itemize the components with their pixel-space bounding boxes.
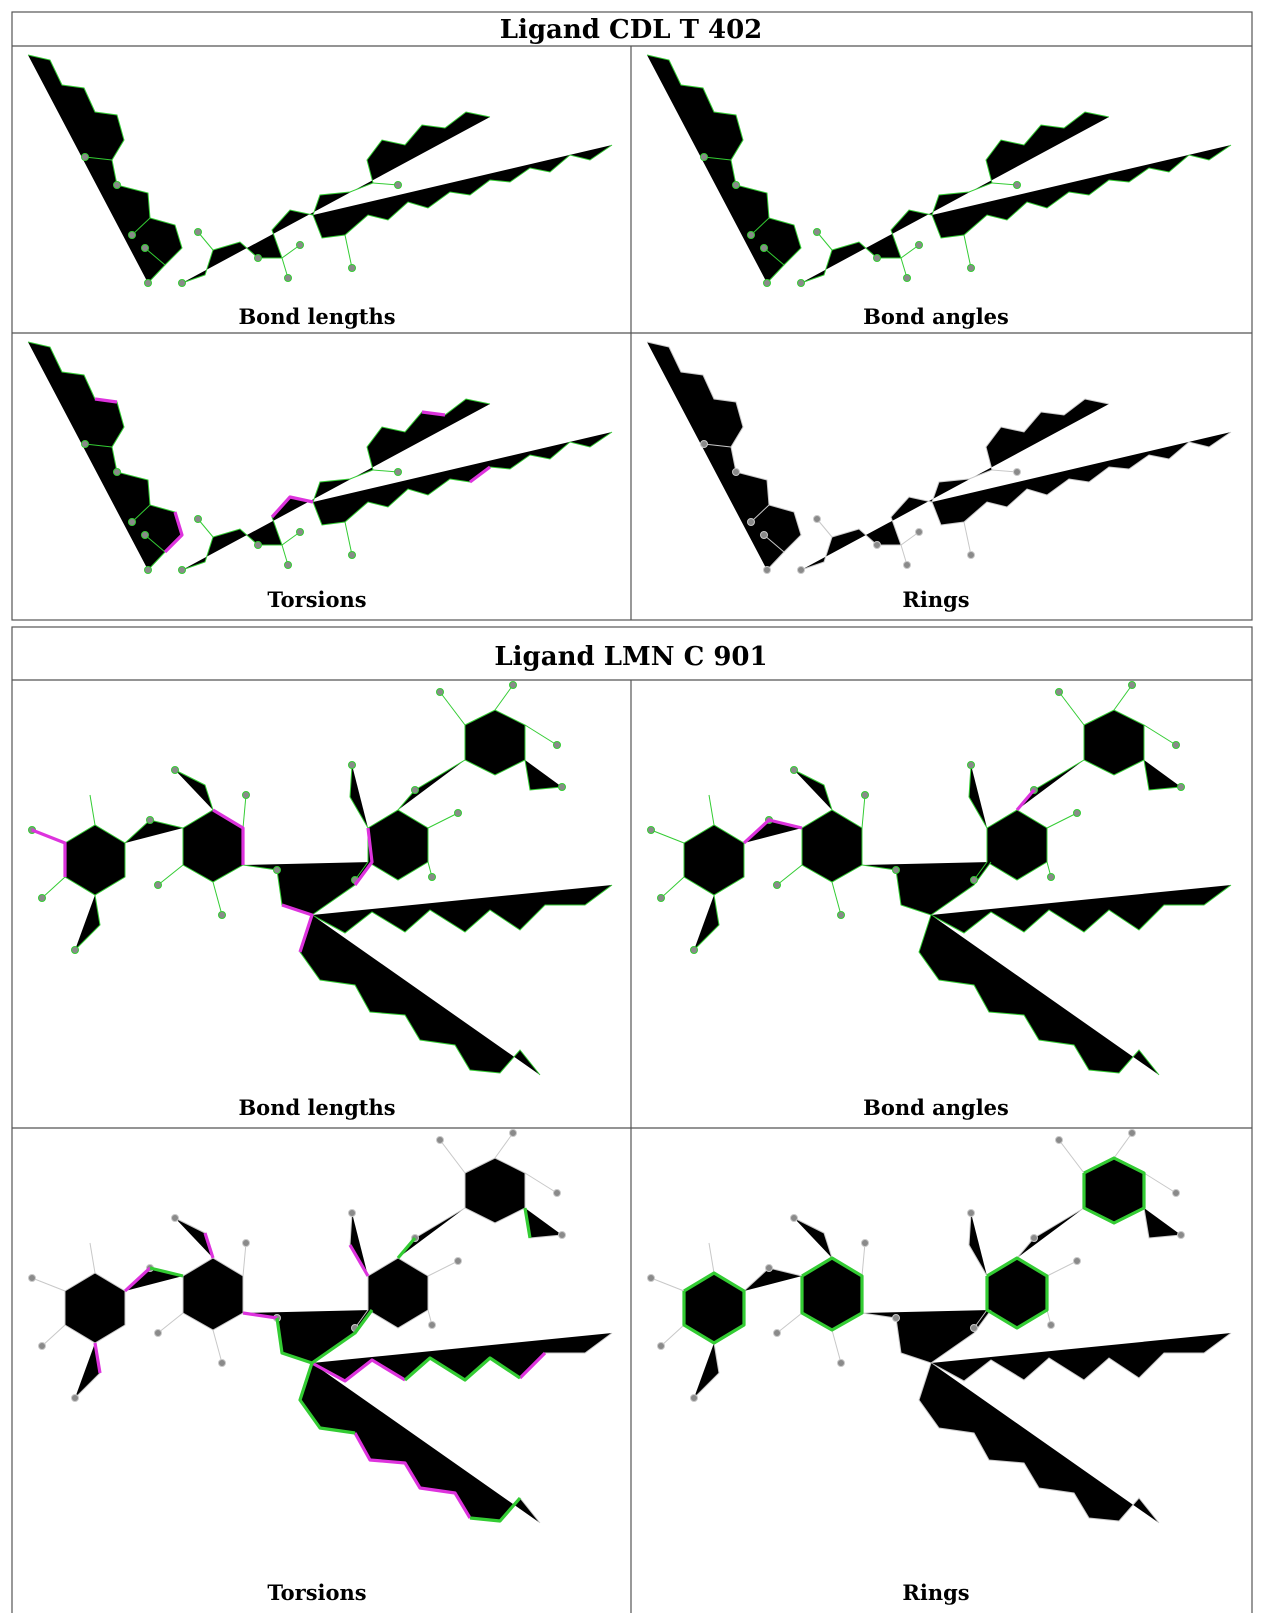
table-title: Ligand LMN C 901 [494, 642, 767, 672]
molecule [648, 682, 1232, 1076]
table-1 [12, 12, 1252, 620]
caption: Bond lengths [238, 1095, 395, 1120]
page: Ligand CDL T 402 Bond lengths Bond angle… [0, 0, 1278, 1613]
caption: Rings [902, 1580, 969, 1605]
caption: Bond angles [863, 304, 1009, 329]
caption: Bond angles [863, 1095, 1009, 1120]
table-title: Ligand CDL T 402 [500, 15, 763, 45]
caption: Torsions [267, 587, 366, 612]
caption: Rings [902, 587, 969, 612]
molecule [647, 55, 1231, 287]
molecule [29, 682, 613, 1076]
molecule [29, 1130, 613, 1524]
molecule [28, 342, 612, 574]
figure: Ligand CDL T 402 Bond lengths Bond angle… [0, 0, 1278, 1613]
caption: Bond lengths [238, 304, 395, 329]
molecule [28, 55, 612, 287]
molecule [647, 342, 1231, 574]
caption: Torsions [267, 1580, 366, 1605]
